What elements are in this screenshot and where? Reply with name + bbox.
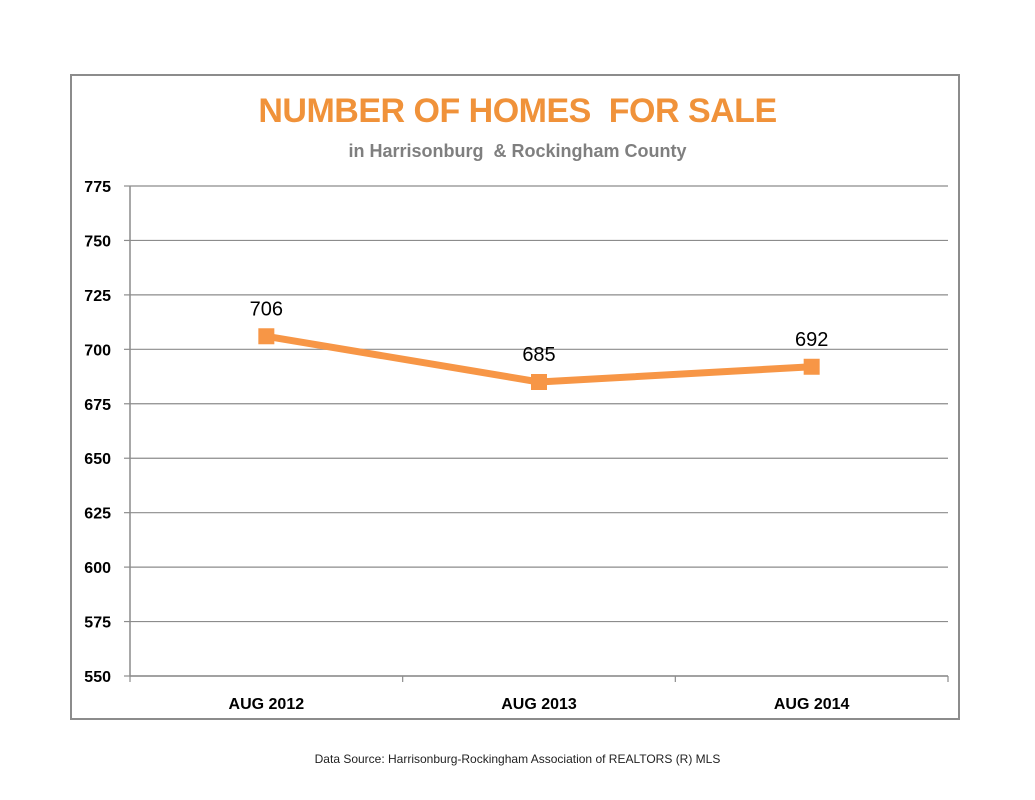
gridlines: [130, 185, 948, 677]
data-labels: 706 685 692: [250, 298, 829, 366]
x-tick-labels: AUG 2012 AUG 2013 AUG 2014: [229, 696, 850, 713]
data-point-marker: [531, 374, 547, 390]
y-tick-label: 650: [84, 451, 111, 468]
chart-title: NUMBER OF HOMES FOR SALE: [258, 92, 777, 130]
data-point-marker: [258, 328, 275, 345]
y-tick-label: 675: [84, 397, 111, 414]
y-tick-label: 575: [84, 615, 111, 632]
y-tick-label: 775: [84, 179, 111, 196]
y-tick-label: 550: [84, 669, 111, 686]
x-tick-label: AUG 2012: [229, 696, 305, 713]
chart-frame: [70, 74, 960, 720]
y-tick-labels: 550 575 600 625 650 675 700 725 750 775: [84, 179, 111, 686]
data-source-note: Data Source: Harrisonburg-Rockingham Ass…: [314, 752, 721, 766]
y-tick-label: 750: [84, 233, 111, 250]
y-tick-label: 600: [84, 560, 111, 577]
data-label: 685: [522, 344, 555, 366]
series-line: [258, 328, 820, 390]
data-point-marker: [803, 358, 820, 375]
y-tick-label: 625: [84, 506, 111, 523]
x-tick-label: AUG 2014: [774, 696, 850, 713]
data-label: 706: [250, 298, 283, 320]
data-label: 692: [795, 329, 828, 351]
y-tick-label: 725: [84, 288, 111, 305]
chart-subtitle: in Harrisonburg & Rockingham County: [348, 141, 687, 161]
x-tick-label: AUG 2013: [501, 696, 577, 713]
axes: [124, 185, 949, 682]
y-tick-label: 700: [84, 342, 111, 359]
